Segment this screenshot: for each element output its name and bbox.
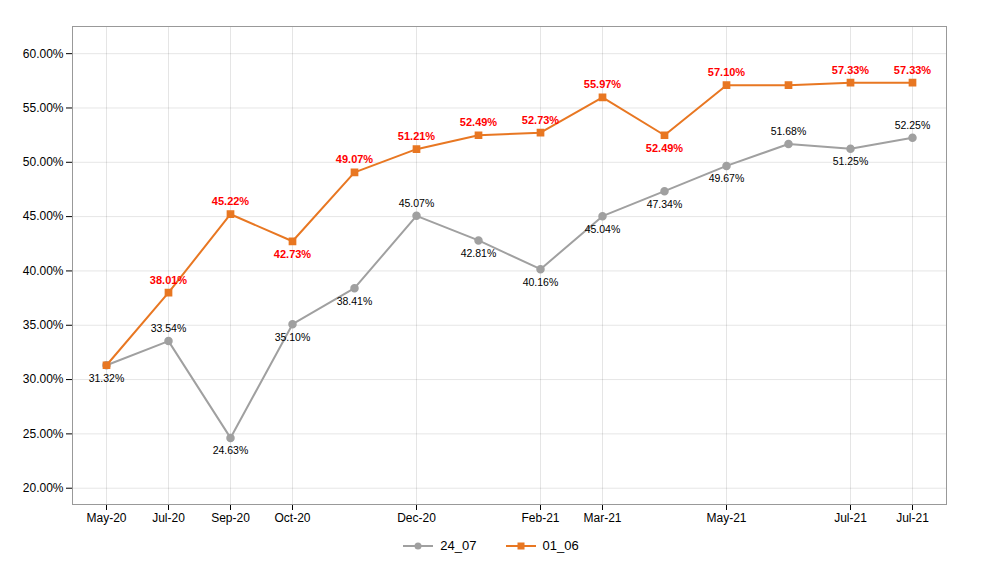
svg-text:42.81%: 42.81% — [461, 247, 497, 259]
svg-text:51.21%: 51.21% — [398, 130, 436, 142]
svg-text:52.25%: 52.25% — [895, 119, 931, 131]
svg-text:Sep-20: Sep-20 — [211, 511, 250, 525]
svg-text:Dec-20: Dec-20 — [397, 511, 436, 525]
svg-text:33.54%: 33.54% — [151, 322, 187, 334]
svg-text:35.00%: 35.00% — [23, 318, 64, 332]
svg-text:Feb-21: Feb-21 — [521, 511, 559, 525]
html-text:01_06: 01_06 — [542, 538, 579, 553]
svg-text:57.33%: 57.33% — [894, 64, 932, 76]
svg-text:57.10%: 57.10% — [708, 66, 746, 78]
svg-text:31.32%: 31.32% — [89, 372, 125, 384]
svg-text:20.00%: 20.00% — [23, 481, 64, 495]
svg-text:52.73%: 52.73% — [522, 114, 560, 126]
svg-text:Mar-21: Mar-21 — [583, 511, 621, 525]
svg-text:49.67%: 49.67% — [709, 172, 745, 184]
svg-text:45.00%: 45.00% — [23, 209, 64, 223]
svg-text:60.00%: 60.00% — [23, 46, 64, 60]
svg-text:24.63%: 24.63% — [213, 444, 249, 456]
svg-text:42.73%: 42.73% — [274, 248, 312, 260]
svg-text:40.00%: 40.00% — [23, 264, 64, 278]
svg-text:49.07%: 49.07% — [336, 153, 374, 165]
svg-text:Oct-20: Oct-20 — [274, 511, 310, 525]
html-text:24_07: 24_07 — [440, 538, 477, 553]
svg-text:51.25%: 51.25% — [833, 155, 869, 167]
svg-text:45.22%: 45.22% — [212, 195, 250, 207]
svg-text:45.04%: 45.04% — [585, 223, 621, 235]
svg-text:38.41%: 38.41% — [337, 295, 373, 307]
svg-text:55.97%: 55.97% — [584, 78, 622, 90]
svg-text:55.00%: 55.00% — [23, 101, 64, 115]
svg-text:38.01%: 38.01% — [150, 274, 188, 286]
svg-text:May-21: May-21 — [706, 511, 746, 525]
svg-text:Jul-21: Jul-21 — [896, 511, 929, 525]
svg-text:51.68%: 51.68% — [771, 125, 807, 137]
svg-text:47.34%: 47.34% — [647, 198, 683, 210]
svg-text:35.10%: 35.10% — [275, 331, 311, 343]
svg-text:40.16%: 40.16% — [523, 276, 559, 288]
svg-text:50.00%: 50.00% — [23, 155, 64, 169]
svg-text:30.00%: 30.00% — [23, 372, 64, 386]
svg-text:Jul-21: Jul-21 — [834, 511, 867, 525]
svg-text:52.49%: 52.49% — [646, 142, 684, 154]
svg-text:45.07%: 45.07% — [399, 197, 435, 209]
svg-text:May-20: May-20 — [86, 511, 126, 525]
svg-text:Jul-20: Jul-20 — [152, 511, 185, 525]
svg-text:52.49%: 52.49% — [460, 116, 498, 128]
svg-text:57.33%: 57.33% — [832, 64, 870, 76]
svg-text:25.00%: 25.00% — [23, 427, 64, 441]
